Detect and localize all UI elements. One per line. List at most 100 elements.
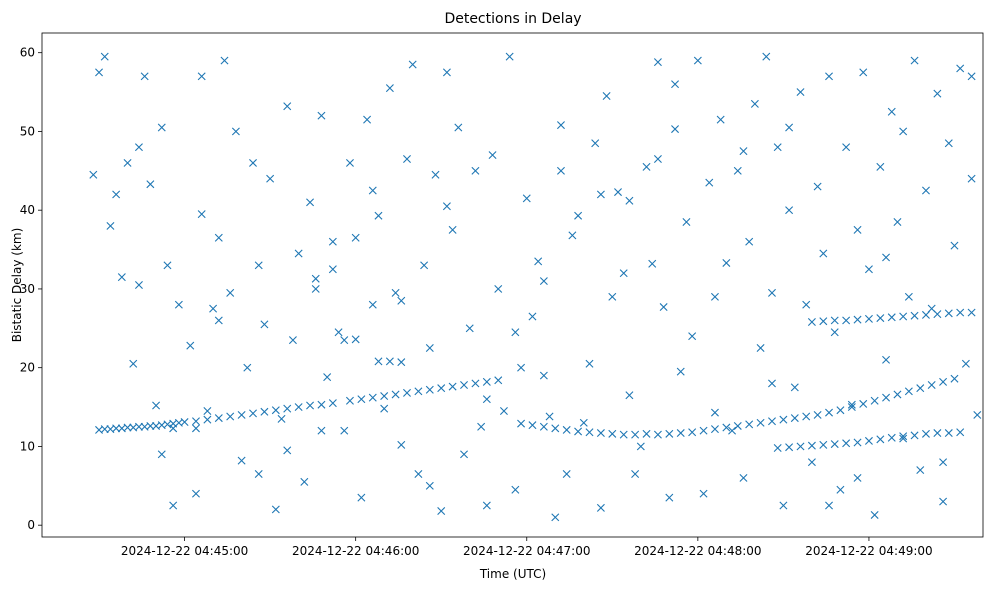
y-tick-label: 50 xyxy=(20,124,35,138)
detection-point xyxy=(328,399,337,408)
detection-point xyxy=(842,143,851,152)
detection-point xyxy=(117,273,126,282)
detection-point xyxy=(482,395,491,404)
detection-point xyxy=(465,324,474,333)
detection-point xyxy=(539,277,548,286)
detection-point xyxy=(260,407,269,416)
detection-point xyxy=(357,493,366,502)
detection-point xyxy=(100,425,109,434)
detection-point xyxy=(363,115,372,124)
detection-point xyxy=(933,89,942,98)
detection-point xyxy=(939,458,948,467)
detection-point xyxy=(916,466,925,475)
detection-point xyxy=(283,102,292,111)
detection-point xyxy=(123,423,132,432)
detection-point xyxy=(556,166,565,175)
detection-point xyxy=(249,158,258,167)
detection-point xyxy=(231,127,240,136)
detection-point xyxy=(921,186,930,195)
detection-point xyxy=(671,125,680,134)
detection-point xyxy=(910,56,919,65)
detection-point xyxy=(767,379,776,388)
detection-point xyxy=(180,418,189,427)
detection-point xyxy=(288,336,297,345)
detection-point xyxy=(403,388,411,397)
detection-point xyxy=(237,410,246,419)
detection-point xyxy=(631,470,640,478)
detection-point xyxy=(323,373,332,382)
detection-point xyxy=(619,269,628,278)
detection-point xyxy=(534,257,543,266)
detection-point xyxy=(745,420,754,429)
detection-point xyxy=(853,315,862,324)
detection-point xyxy=(517,363,526,372)
detection-point xyxy=(653,430,662,439)
detection-point xyxy=(368,186,377,195)
detection-point xyxy=(197,72,206,81)
detection-point xyxy=(836,406,845,415)
detection-point xyxy=(203,407,212,415)
detection-point xyxy=(317,111,326,120)
detection-point xyxy=(488,151,497,160)
detection-point xyxy=(556,121,565,130)
detection-point xyxy=(95,68,104,77)
detection-point xyxy=(921,429,930,438)
detection-point xyxy=(973,410,982,419)
detection-point xyxy=(157,123,166,132)
detection-point xyxy=(836,485,845,494)
detection-point xyxy=(825,501,834,510)
detection-point xyxy=(340,426,349,435)
detection-point xyxy=(642,162,651,171)
detection-point xyxy=(562,470,571,478)
detection-point xyxy=(807,318,816,327)
detection-point xyxy=(437,507,446,516)
detection-point xyxy=(351,335,360,344)
detection-point xyxy=(448,225,457,234)
detection-point xyxy=(306,401,315,410)
detection-point xyxy=(425,344,434,352)
detection-point xyxy=(374,357,383,366)
detection-point xyxy=(562,425,571,434)
detection-point xyxy=(203,415,212,424)
detection-point xyxy=(802,412,811,421)
detection-point xyxy=(950,241,959,250)
detection-point xyxy=(260,320,269,329)
detection-point xyxy=(368,393,377,402)
detection-point xyxy=(528,421,537,430)
detection-point xyxy=(391,288,400,297)
detection-point xyxy=(112,190,121,199)
detection-point xyxy=(870,396,879,405)
detection-point xyxy=(785,206,794,215)
x-axis-ticks: 2024-12-22 04:45:00 2024-12-22 04:46:00 20… xyxy=(121,537,933,558)
detection-point xyxy=(767,417,776,426)
detection-point xyxy=(186,341,195,350)
detection-point xyxy=(967,72,976,81)
detection-point xyxy=(499,407,508,415)
detection-point xyxy=(517,419,526,428)
detection-point xyxy=(511,328,520,337)
detection-point xyxy=(910,311,919,320)
detection-point xyxy=(568,231,577,240)
detection-point xyxy=(705,178,714,187)
detection-point xyxy=(779,501,788,510)
detection-point xyxy=(266,174,275,183)
detection-point xyxy=(283,446,292,455)
detection-point xyxy=(773,143,782,152)
detection-point xyxy=(813,182,822,191)
detection-point xyxy=(254,261,263,270)
detection-point xyxy=(659,303,668,312)
detection-point xyxy=(129,359,138,368)
detection-point xyxy=(397,296,406,305)
detection-point xyxy=(551,513,560,522)
detection-point xyxy=(819,317,828,326)
detection-point xyxy=(442,68,451,77)
detection-point xyxy=(596,190,605,199)
detection-point xyxy=(123,158,132,167)
detection-point xyxy=(579,418,588,427)
detection-point xyxy=(169,424,178,433)
detection-point xyxy=(916,384,925,393)
chart-title: Detections in Delay xyxy=(444,11,581,27)
detection-point xyxy=(425,481,434,490)
detection-point xyxy=(745,237,754,246)
